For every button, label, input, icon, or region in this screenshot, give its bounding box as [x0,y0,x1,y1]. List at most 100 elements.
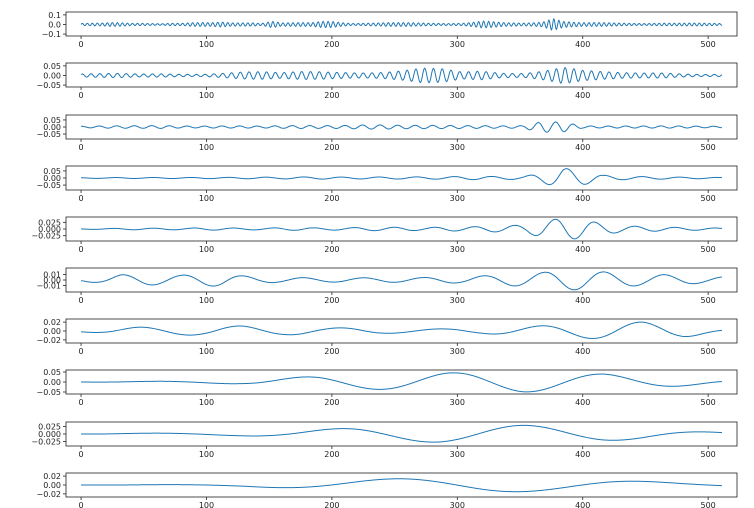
x-tick-label: 100 [199,40,214,49]
x-tick-label: 300 [450,398,465,407]
subplot-7: 0 100 200 300 400 500 0.020.00−0.02 [36,318,738,356]
x-tick-label: 200 [324,398,339,407]
x-tick-label: 400 [575,450,590,459]
x-tick-label: 500 [701,40,716,49]
x-tick-label: 200 [324,143,339,152]
y-tick-label: 0.00 [43,378,61,387]
x-tick-label: 100 [199,143,214,152]
x-tick-label: 200 [324,296,339,305]
x-tick-label: 100 [199,501,214,508]
series-line [81,321,722,339]
y-tick-label: 0.00 [43,327,61,336]
x-tick-label: 200 [324,450,339,459]
x-tick-label: 400 [575,347,590,356]
x-tick-label: 500 [701,296,716,305]
y-tick-label: 0.0 [48,20,61,29]
x-tick-label: 100 [199,347,214,356]
y-tick-label: −0.025 [31,438,61,447]
x-tick-label: 300 [450,40,465,49]
y-tick-label: −0.02 [36,336,61,345]
series-line [80,271,722,291]
x-tick-label: 0 [79,398,84,407]
y-tick-label: −0.05 [36,181,61,190]
x-tick-label: 0 [79,194,84,203]
x-tick-label: 300 [450,296,465,305]
x-tick-label: 200 [324,347,339,356]
axes-frame [65,369,738,395]
y-tick-label: 0.025 [38,423,61,432]
x-tick-label: 0 [79,296,84,305]
y-tick-label: 0.02 [43,318,61,327]
x-tick-label: 200 [324,194,339,203]
x-tick-label: 300 [450,194,465,203]
x-tick-label: 300 [450,501,465,508]
x-tick-label: 500 [701,245,716,254]
series-line [81,478,722,493]
x-tick-label: 0 [79,91,84,100]
y-tick-label: 0.01 [43,271,61,280]
y-tick-label: 0.05 [43,62,61,71]
x-tick-label: 200 [324,501,339,508]
series-line [81,372,722,393]
x-tick-label: 100 [199,245,214,254]
subplot-6: 0 100 200 300 400 500 0.010.00−0.01 [36,267,738,305]
subplot-1: 0 100 200 300 400 500 0.10.0−0.1 [42,11,738,49]
x-tick-label: 500 [701,143,716,152]
y-tick-label: −0.05 [36,130,61,139]
x-tick-label: 100 [199,91,214,100]
x-tick-label: 200 [324,245,339,254]
y-tick-label: 0.00 [43,71,61,80]
x-tick-label: 400 [575,296,590,305]
y-tick-label: −0.025 [31,232,61,241]
x-tick-label: 400 [575,143,590,152]
y-tick-label: −0.1 [42,30,61,39]
y-tick-label: 0.00 [43,174,61,183]
x-tick-label: 400 [575,40,590,49]
series-line [81,218,723,240]
series-line [81,168,722,186]
x-tick-label: 0 [79,40,84,49]
y-tick-label: 0.000 [38,225,61,234]
y-tick-label: 0.00 [43,276,61,285]
y-tick-label: 0.05 [43,116,61,125]
axes-frame [65,11,738,37]
subplot-2: 0 100 200 300 400 500 0.050.00−0.05 [36,62,738,100]
x-tick-label: 400 [575,91,590,100]
x-tick-label: 100 [199,194,214,203]
axes-frame [65,267,738,293]
x-tick-label: 500 [701,347,716,356]
y-tick-label: 0.025 [38,218,61,227]
y-tick-label: 0.05 [43,167,61,176]
x-tick-label: 0 [79,501,84,508]
y-tick-label: −0.05 [36,81,61,90]
x-tick-label: 0 [79,347,84,356]
x-tick-label: 300 [450,91,465,100]
subplot-8: 0 100 200 300 400 500 0.050.00−0.05 [36,368,738,407]
subplot-10: 0 100 200 300 400 500 0.020.00−0.02 [36,472,738,508]
axes-frame [65,62,738,88]
x-tick-label: 500 [701,501,716,508]
y-tick-label: −0.05 [36,388,61,397]
y-tick-label: 0.02 [43,472,61,481]
y-tick-label: −0.01 [36,281,61,290]
x-tick-label: 0 [79,450,84,459]
y-tick-label: −0.02 [36,490,61,499]
x-tick-label: 100 [199,296,214,305]
subplot-4: 0 100 200 300 400 500 0.050.00−0.05 [36,165,738,203]
x-tick-label: 400 [575,194,590,203]
x-tick-label: 0 [79,143,84,152]
x-tick-label: 300 [450,347,465,356]
x-tick-label: 200 [324,40,339,49]
series-line [80,67,723,84]
x-tick-label: 500 [701,398,716,407]
y-tick-label: 0.000 [38,430,61,439]
y-tick-label: 0.00 [43,123,61,132]
axes-frame [65,421,738,447]
x-tick-label: 500 [701,91,716,100]
x-tick-label: 500 [701,450,716,459]
x-tick-label: 100 [199,450,214,459]
x-tick-label: 200 [324,91,339,100]
